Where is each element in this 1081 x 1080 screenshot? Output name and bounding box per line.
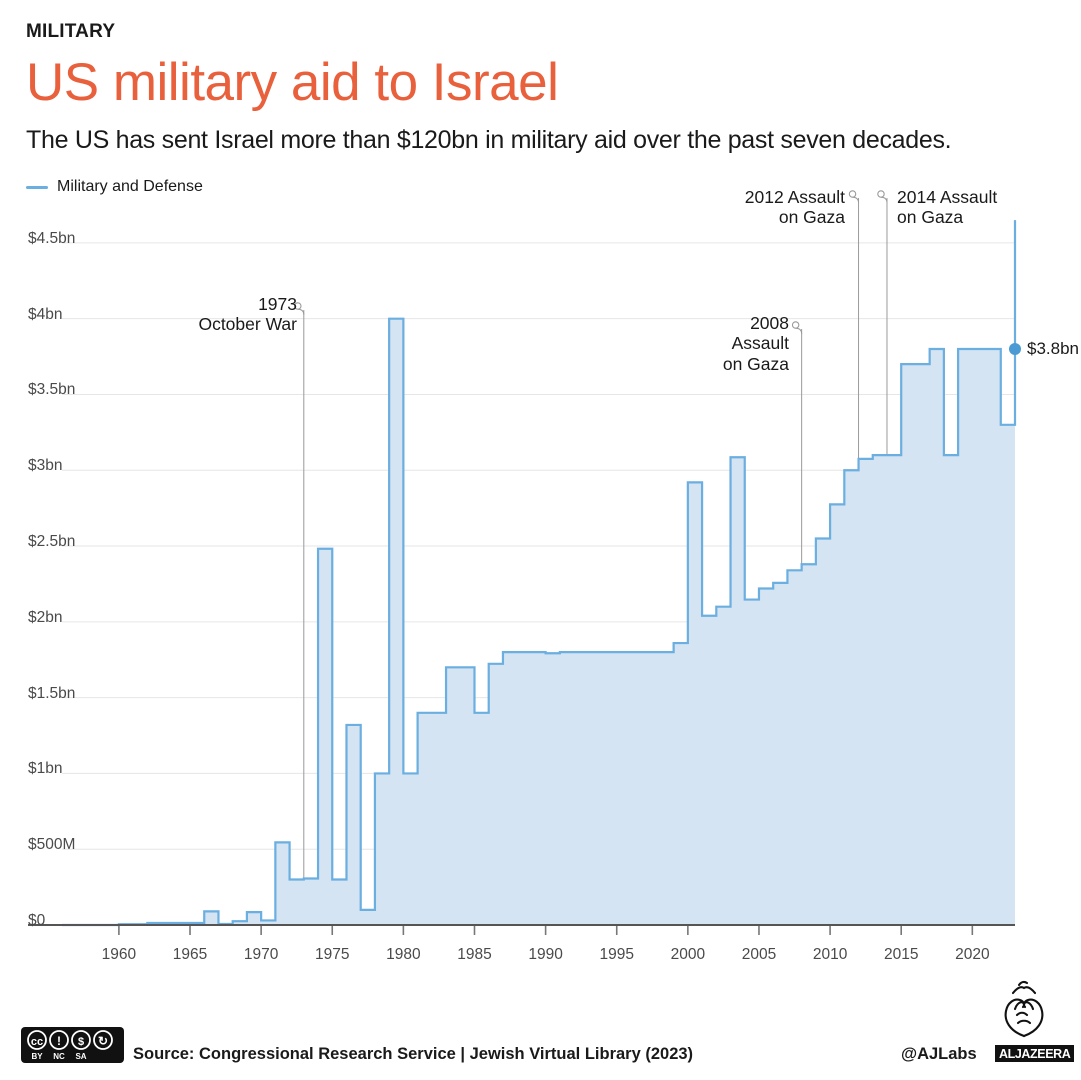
legend-label-military-and-defense: Military and Defense (57, 178, 203, 195)
aljazeera-logo-icon (1004, 980, 1044, 1038)
aljazeera-wordmark: ALJAZEERA (995, 1045, 1075, 1062)
x-axis-tick-label: 2015 (883, 946, 919, 963)
chart-area: $0 $500M $1bn $1.5bn $2bn $2.5bn $3bn $3.5bn $4b… (28, 187, 1079, 963)
annotation-marker-2014-assault-on-gaza (877, 190, 885, 198)
x-axis-tick-label: 1980 (386, 946, 421, 963)
y-axis-tick-label: $3.5bn (28, 381, 76, 399)
y-axis-tick-label: $500M (28, 836, 76, 854)
annotation-elbow-2012-assault-on-gaza (852, 196, 860, 204)
y-axis-tick-label: $1.5bn (28, 684, 76, 702)
y-axis-tick-label: $3bn (28, 457, 63, 475)
svg-text:BY: BY (31, 1052, 43, 1061)
creative-commons-badge: cc ! $ ↻ BY NC SA (21, 1027, 124, 1063)
legend-swatch-military-and-defense (26, 185, 48, 189)
x-axis-tick-label: 1970 (243, 946, 279, 963)
x-axis-tick-label: 1965 (172, 946, 208, 963)
annotation-label-2014-assault-on-gaza: 2014 Assault on Gaza (897, 187, 998, 228)
y-axis-tick-label: $2bn (28, 608, 63, 626)
source-text: Source: Congressional Research Service |… (133, 1045, 694, 1063)
chart-legend: Military and Defense (26, 178, 203, 196)
footer: cc ! $ ↻ BY NC SA Source: Congressional … (0, 980, 1081, 1080)
svg-text:$: $ (78, 1036, 84, 1048)
x-axis-tick-label: 2010 (812, 946, 848, 963)
annotation-label-1973-october-war: 1973 October War (198, 294, 297, 335)
annotation-elbow-1973-october-war (297, 308, 305, 316)
x-axis-tick-label: 1990 (528, 946, 563, 963)
svg-text:SA: SA (75, 1052, 86, 1061)
annotation-elbow-2014-assault-on-gaza (880, 196, 888, 204)
area-fill (62, 220, 1015, 925)
x-axis-tick-label: 1995 (599, 946, 634, 963)
svg-text:cc: cc (31, 1036, 43, 1048)
y-axis-tick-label: $2.5bn (28, 533, 76, 551)
y-axis-tick-label: $4bn (28, 305, 63, 323)
page-title: US military aid to Israel (26, 53, 559, 112)
y-axis-tick-label: $4.5bn (28, 229, 76, 247)
chart-svg (28, 190, 1021, 935)
x-axis-tick-label: 2000 (670, 946, 706, 963)
x-axis-ticks (118, 926, 974, 935)
x-axis-tick-label: 1960 (101, 946, 137, 963)
annotation-elbow-2008-assault-on-gaza (795, 327, 803, 335)
y-axis-tick-label: $0 (28, 912, 46, 929)
annotation-marker-2008-assault-on-gaza (791, 321, 800, 329)
annotation-label-2012-assault-on-gaza: 2012 Assault on Gaza (744, 187, 845, 228)
series-line (62, 220, 1017, 927)
kicker-label: MILITARY (26, 21, 116, 42)
ajlabs-handle: @AJLabs (901, 1045, 977, 1063)
end-point-marker (1009, 343, 1021, 355)
y-axis-tick-label: $1bn (28, 760, 63, 778)
annotation-marker-2012-assault-on-gaza (848, 190, 857, 198)
annotation-label-2008-assault-on-gaza: 2008 Assault on Gaza (722, 313, 789, 374)
svg-text:!: ! (57, 1034, 61, 1048)
svg-text:NC: NC (53, 1052, 65, 1061)
x-axis-tick-label: 1975 (315, 946, 350, 963)
end-value-label: $3.8bn (1027, 339, 1079, 358)
header: MILITARY US military aid to Israel The U… (26, 22, 1066, 155)
page-subtitle: The US has sent Israel more than $120bn … (26, 126, 952, 155)
svg-text:↻: ↻ (98, 1034, 108, 1048)
x-axis-tick-label: 2020 (955, 946, 990, 963)
x-axis-tick-label: 1985 (457, 946, 492, 963)
x-axis-tick-label: 2005 (741, 946, 777, 963)
